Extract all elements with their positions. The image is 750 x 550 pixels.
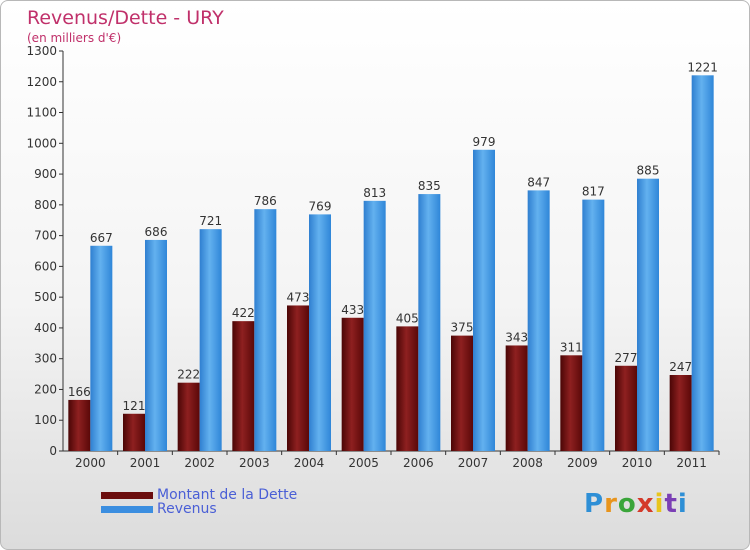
bar-revenus [145,239,167,451]
legend-item-debt: Montant de la Dette [101,487,297,503]
logo-letter: o [617,489,637,519]
bar-revenus [691,75,714,452]
data-label: 721 [199,214,222,228]
chart-bars [68,75,714,452]
logo-letter: i [654,489,665,519]
y-tick-label: 900 [34,167,57,181]
data-label: 979 [473,135,496,149]
bar-revenus [637,178,659,451]
chart-title: Revenus/Dette - URY [27,7,224,29]
bar-dette [68,399,91,451]
legend-label-revenus: Revenus [157,501,217,517]
bar-dette [396,326,419,451]
data-label: 813 [363,186,386,200]
data-label: 222 [177,368,200,382]
x-tick-label: 2011 [676,456,707,470]
y-tick-label: 1300 [26,44,57,58]
data-label: 835 [418,179,441,193]
data-label: 1221 [687,60,718,74]
x-tick-label: 2009 [567,456,598,470]
y-tick-label: 200 [34,382,57,396]
data-label: 817 [582,185,605,199]
data-label: 769 [309,199,332,213]
proxiti-logo: Proxiti [584,489,688,519]
y-tick-label: 400 [34,321,57,335]
data-label: 433 [341,303,364,317]
bar-revenus [254,209,277,451]
y-tick-label: 700 [34,229,57,243]
legend-swatch-revenus [101,505,153,513]
logo-letter: t [664,489,678,519]
x-tick-label: 2007 [458,456,489,470]
data-label: 667 [90,231,113,245]
data-label: 422 [232,306,255,320]
y-tick-label: 100 [34,413,57,427]
x-tick-label: 2005 [348,456,379,470]
logo-letter: r [604,489,618,519]
data-label: 375 [451,321,474,335]
x-tick-label: 2001 [130,456,161,470]
y-tick-label: 1100 [26,106,57,120]
x-tick-label: 2008 [512,456,543,470]
bar-dette [669,375,692,451]
bar-dette [341,317,364,451]
bar-dette [615,365,637,451]
data-label: 786 [254,194,277,208]
bar-revenus [199,229,222,451]
data-label: 277 [615,351,638,365]
bar-revenus [473,149,495,451]
logo-letter: P [584,489,605,519]
bar-dette [287,305,309,451]
data-label: 121 [123,399,146,413]
bar-revenus [582,199,605,451]
bar-dette [505,345,528,451]
bar-dette [123,413,145,451]
data-label: 473 [287,290,310,304]
legend-label-debt: Montant de la Dette [157,487,298,503]
bar-revenus [527,190,550,451]
bar-revenus [309,214,331,451]
x-tick-label: 2004 [294,456,325,470]
data-label: 686 [145,225,168,239]
bar-dette [560,355,583,451]
data-label: 405 [396,311,419,325]
x-tick-label: 2010 [622,456,653,470]
bar-dette [232,321,255,451]
logo-letter: i [677,489,688,519]
bar-revenus [90,245,113,451]
x-tick-label: 2000 [75,456,106,470]
chart-data-labels: 166 121 222 422 473 433 405 375 343 311 277 247 667 6… [68,60,718,412]
data-label: 166 [68,385,91,399]
data-label: 343 [505,330,528,344]
bar-dette [177,382,200,451]
data-label: 247 [669,360,692,374]
data-label: 311 [560,340,583,354]
y-tick-label: 800 [34,198,57,212]
y-tick-label: 300 [34,352,57,366]
legend-swatch-debt [101,491,153,499]
x-tick-label: 2002 [184,456,215,470]
y-tick-label: 600 [34,259,57,273]
logo-letter: x [636,489,655,519]
chart-axes: 0 100 200 300 400 500 600 700 800 900 1000 1100 1200… [26,44,720,470]
bar-revenus [418,194,441,452]
bar-dette [451,335,473,451]
chart-subtitle: (en milliers d'€) [27,31,122,45]
legend-item-revenus: Revenus [101,501,217,517]
x-tick-label: 2003 [239,456,270,470]
x-tick-label: 2006 [403,456,434,470]
bar-revenus [363,200,386,451]
y-tick-label: 1000 [26,136,57,150]
data-label: 885 [637,164,660,178]
y-tick-label: 1200 [26,75,57,89]
y-tick-label: 0 [49,444,57,458]
y-tick-label: 500 [34,290,57,304]
data-label: 847 [527,175,550,189]
